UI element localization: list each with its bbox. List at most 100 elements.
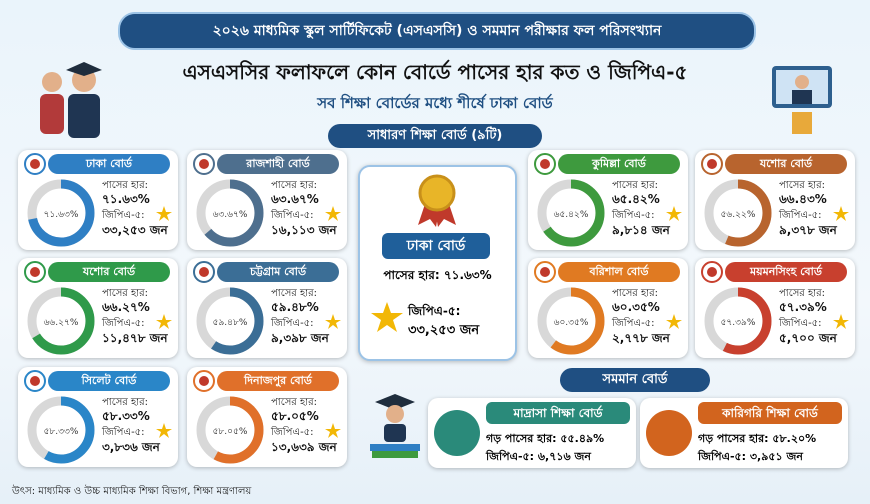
subheadline: সব শিক্ষা বোর্ডের মধ্যে শীর্ষে ঢাকা বোর্…	[317, 94, 553, 112]
logo-core	[30, 376, 40, 386]
online-learning-illustration	[772, 66, 832, 134]
equivalent-pass: গড় পাসের হার: ৫৫.৪৯%	[486, 432, 605, 445]
donut: ৬০.৩৫%	[537, 287, 605, 355]
donut-label: ৫৮.০৫%	[213, 427, 248, 437]
donut-arc	[704, 179, 772, 247]
star	[156, 206, 172, 221]
donut-label: ৬৬.২৭%	[44, 318, 79, 328]
star-icon	[325, 206, 341, 221]
pass-rate: ৫৭.৩৯%	[779, 300, 827, 314]
star-icon	[666, 314, 682, 329]
equivalent-name: মাদ্রাসা শিক্ষা বোর্ড	[486, 402, 630, 424]
equivalent-pass: গড় পাসের হার: ৫৮.২০%	[698, 432, 817, 445]
donut: ৭১.৬৩%	[27, 179, 95, 247]
board-logo	[701, 261, 723, 283]
board-card: কুমিল্লা বোর্ড ৬৫.৪২% পাসের হার: ৬৫.৪২% জিপি…	[528, 150, 688, 250]
star-icon	[833, 206, 849, 221]
board-logo	[701, 153, 723, 175]
featured-name: ঢাকা বোর্ড	[382, 233, 490, 259]
pass-rate-label: পাসের হার:	[779, 180, 826, 191]
board-logo	[534, 261, 556, 283]
donut-arc	[196, 179, 264, 247]
pass-rate-label: পাসের হার:	[271, 288, 318, 299]
board-name: দিনাজপুর বোর্ড	[217, 371, 339, 391]
logo-core	[540, 267, 550, 277]
donut: ৬৩.৬৭%	[196, 179, 264, 247]
pass-rate: ৬০.৩৫%	[612, 300, 660, 314]
donut: ৫৭.৩৯%	[704, 287, 772, 355]
board-card: বরিশাল বোর্ড ৬০.৩৫% পাসের হার: ৬০.৩৫% জিপিএ-…	[528, 258, 688, 358]
pass-rate-label: পাসের হার:	[271, 397, 318, 408]
pass-rate-label: পাসের হার:	[612, 288, 659, 299]
gpa5-label: জিপিএ-৫:	[779, 210, 822, 221]
gpa5: ১৬,১১৩ জন	[271, 223, 337, 237]
donut: ৬৬.২৭%	[27, 287, 95, 355]
logo-core	[199, 376, 209, 386]
star-icon	[833, 314, 849, 329]
board-name: সিলেট বোর্ড	[48, 371, 170, 391]
gpa5: ৩,৮৩৬ জন	[102, 440, 160, 454]
gpa5-label: জিপিএ-৫:	[271, 427, 314, 438]
board-logo	[193, 261, 215, 283]
star	[833, 206, 849, 221]
donut-label: ৬৩.৬৭%	[213, 210, 248, 220]
star-icon	[666, 206, 682, 221]
logo-core	[540, 159, 550, 169]
star-icon	[156, 423, 172, 438]
donut-arc	[196, 287, 264, 355]
pass-rate: ৫৮.৩৩%	[102, 409, 150, 423]
board-name: যশোর বোর্ড	[48, 262, 170, 282]
donut-arc	[704, 287, 772, 355]
gpa5-label: জিপিএ-৫:	[779, 318, 822, 329]
graduate-books-illustration	[370, 394, 420, 458]
donut-label: ৫৬.২২%	[721, 210, 756, 220]
board-card: দিনাজপুর বোর্ড ৫৮.০৫% পাসের হার: ৫৮.০৫% জিপি…	[187, 367, 347, 467]
donut-arc	[196, 396, 264, 464]
equivalent-card: কারিগরি শিক্ষা বোর্ড গড় পাসের হার: ৫৮.২০…	[640, 398, 848, 468]
section-general: সাধারণ শিক্ষা বোর্ড (৯টি)	[328, 124, 542, 148]
board-card: যশোর বোর্ড ৬৬.২৭% পাসের হার: ৬৬.২৭% জিপিএ-৫:…	[18, 258, 178, 358]
board-logo	[534, 153, 556, 175]
gpa5-label: জিপিএ-৫:	[271, 210, 314, 221]
gpa5: ৯,৩৯৮ জন	[271, 331, 329, 345]
equivalent-gpa5: জিপিএ-৫: ৬,৭১৬ জন	[486, 450, 591, 463]
board-logo	[193, 153, 215, 175]
board-card: ঢাকা বোর্ড ৭১.৬৩% পাসের হার: ৭১.৬৩% জিপিএ-৫:…	[18, 150, 178, 250]
pass-rate-label: পাসের হার:	[102, 288, 149, 299]
star	[666, 314, 682, 329]
board-name: বরিশাল বোর্ড	[558, 262, 680, 282]
star	[156, 314, 172, 329]
board-card: চট্টগ্রাম বোর্ড ৫৯.৪৮% পাসের হার: ৫৯.৪৮% জিপ…	[187, 258, 347, 358]
donut-label: ৫৮.৩৩%	[44, 427, 79, 437]
board-name: ঢাকা বোর্ড	[48, 154, 170, 174]
star-icon	[325, 314, 341, 329]
logo-core	[199, 159, 209, 169]
star	[325, 206, 341, 221]
logo-core	[30, 267, 40, 277]
gpa5-label: জিপিএ-৫:	[612, 318, 655, 329]
section-equivalent: সমমান বোর্ড	[560, 368, 710, 392]
star-icon	[325, 423, 341, 438]
pass-rate: ৭১.৬৩%	[102, 192, 150, 206]
board-name: চট্টগ্রাম বোর্ড	[217, 262, 339, 282]
pass-rate-label: পাসের হার:	[102, 180, 149, 191]
board-card: ময়মনসিংহ বোর্ড ৫৭.৩৯% পাসের হার: ৫৭.৩৯% জিপ…	[695, 258, 855, 358]
donut: ৫৮.৩৩%	[27, 396, 95, 464]
medal-icon	[418, 174, 456, 227]
donut: ৫৮.০৫%	[196, 396, 264, 464]
pass-rate-label: পাসের হার:	[271, 180, 318, 191]
logo-core	[199, 267, 209, 277]
gpa5-label: জিপিএ-৫:	[102, 318, 145, 329]
pass-rate: ৬৬.২৭%	[102, 300, 150, 314]
donut: ৬৫.৪২%	[537, 179, 605, 247]
star-icon	[371, 302, 403, 332]
gpa5: ৯,৮১৪ জন	[612, 223, 670, 237]
pass-rate: ৫৯.৪৮%	[271, 300, 319, 314]
board-card: রাজশাহী বোর্ড ৬৩.৬৭% পাসের হার: ৬৩.৬৭% জিপিএ…	[187, 150, 347, 250]
pass-rate: ৬৬.৪৩%	[779, 192, 827, 206]
donut-label: ৬৫.৪২%	[554, 210, 589, 220]
title-banner: ২০২৬ মাধ্যমিক স্কুল সার্টিফিকেট (এসএসসি)…	[118, 12, 756, 50]
gpa5: ২,৭৭৮ জন	[612, 331, 670, 345]
equivalent-icon	[646, 410, 692, 456]
star	[156, 423, 172, 438]
